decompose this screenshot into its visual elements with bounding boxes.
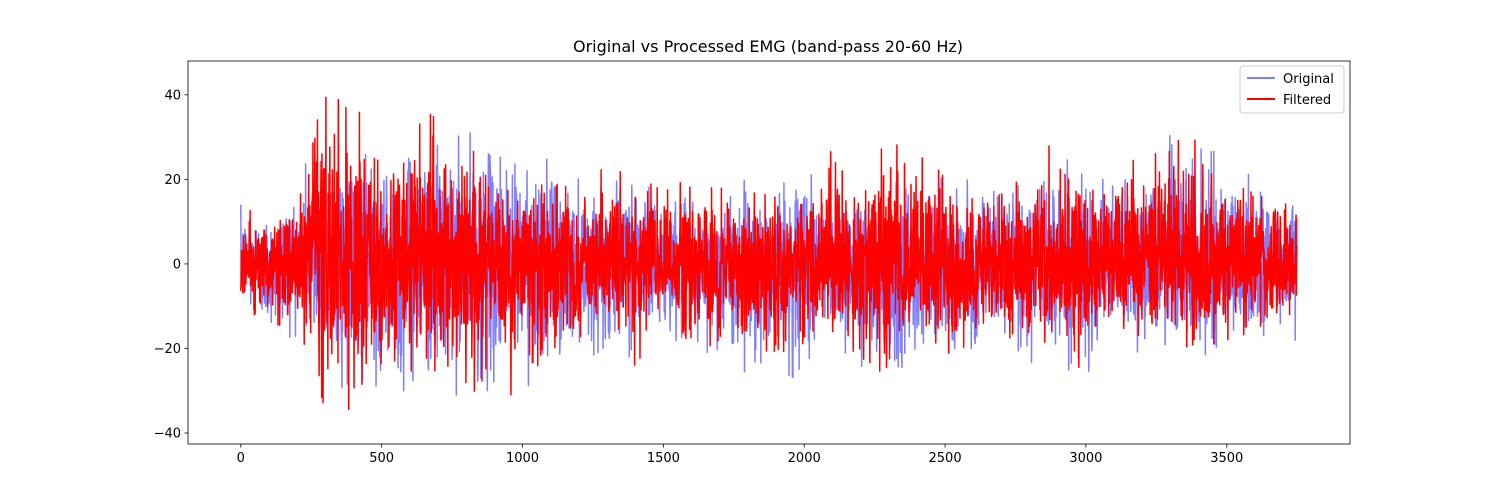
y-tick-label: 0	[173, 257, 181, 272]
x-tick-label: 2500	[929, 451, 962, 466]
y-tick-label: 20	[164, 173, 181, 188]
y-tick-label: 40	[164, 88, 181, 103]
legend: Original Filtered	[1239, 65, 1345, 114]
axes-layer: 0 500 1000 1500 2000 2500 3000 3500 −40 −20 0 20 40	[154, 60, 1351, 466]
x-tick-label: 1500	[647, 451, 680, 466]
series-line-filtered	[240, 96, 1298, 410]
x-tick-label: 3500	[1210, 451, 1243, 466]
series-layer	[240, 96, 1298, 410]
y-tick-label: −40	[154, 427, 181, 442]
plot-frame	[187, 60, 1351, 445]
x-tick-label: 500	[369, 451, 394, 466]
y-tick-label: −20	[154, 342, 181, 357]
x-tick-label: 0	[237, 451, 245, 466]
x-tick-label: 2000	[788, 451, 821, 466]
x-tick-label: 3000	[1069, 451, 1102, 466]
legend-label-filtered: Filtered	[1283, 93, 1331, 108]
x-tick-label: 1000	[506, 451, 539, 466]
legend-label-original: Original	[1283, 72, 1334, 87]
chart-title: Original vs Processed EMG (band-pass 20-…	[573, 37, 963, 56]
